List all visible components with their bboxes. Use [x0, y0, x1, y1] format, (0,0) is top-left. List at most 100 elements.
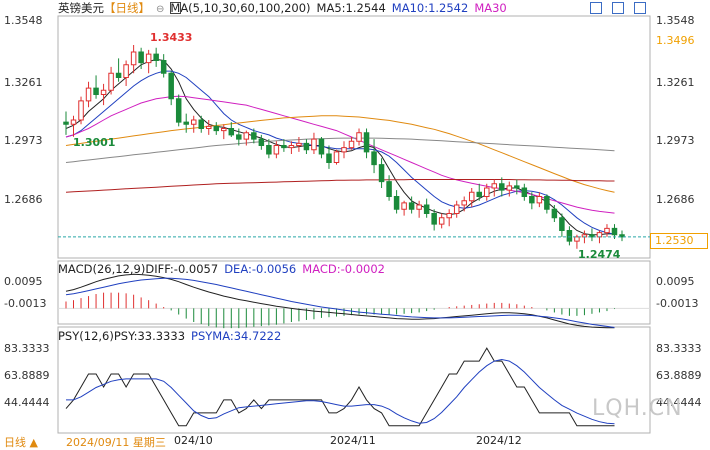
macd-tick-right: -0.0013 — [656, 297, 698, 310]
candle-body — [130, 51, 137, 66]
macd-tick-right: 0.0095 — [656, 275, 695, 288]
psy-title[interactable]: PSY(12,6) — [58, 329, 114, 343]
low-annotation-right: 1.2474 — [578, 248, 621, 261]
indicator-toggle-icon[interactable] — [170, 2, 181, 14]
candle-body — [559, 217, 565, 231]
candle-body — [266, 145, 272, 155]
candle-body — [416, 204, 422, 210]
candlestick-series — [63, 44, 625, 249]
candle-body — [63, 121, 69, 125]
candle-body — [108, 72, 114, 91]
candle-body — [303, 142, 310, 151]
candle-body — [393, 196, 400, 210]
dea-line — [65, 277, 615, 328]
price-tick-right: 1.3548 — [656, 14, 695, 27]
candle-body — [484, 187, 490, 197]
circle-icon[interactable]: ⊖ — [156, 4, 165, 15]
candle-body — [318, 138, 325, 155]
price-tick-right: 1.2686 — [656, 193, 695, 206]
candle-body — [243, 132, 250, 140]
psy-tick-right: 63.8889 — [656, 369, 702, 382]
candle-body — [160, 60, 167, 74]
psy-tick-right: 83.3333 — [656, 342, 702, 355]
period-switch[interactable]: 日线 ▲ — [4, 434, 38, 450]
candle-body — [175, 98, 182, 123]
candle-body — [228, 128, 235, 136]
price-tick-left: 1.3548 — [4, 14, 43, 27]
psy-tick-left: 44.4444 — [4, 396, 50, 409]
ma100-line — [65, 137, 615, 163]
candle-body — [123, 64, 129, 78]
macd-tick-left: -0.0013 — [4, 297, 46, 310]
add-panel-icon[interactable] — [612, 2, 624, 14]
psy-tick-right: 44.4444 — [656, 396, 702, 409]
macd-tick-left: 0.0095 — [4, 275, 43, 288]
candle-body — [423, 204, 430, 214]
candle-body — [70, 119, 77, 125]
settings-grid-icon[interactable] — [590, 2, 602, 14]
candle-body — [190, 119, 197, 125]
price-tick-ma60: 1.3496 — [656, 34, 695, 47]
ma-params[interactable]: MA(5,10,30,60,100,200) — [170, 1, 311, 15]
triangle-up-icon[interactable]: ▲ — [29, 436, 38, 449]
candle-body — [281, 145, 287, 149]
ma10-line — [65, 70, 615, 235]
psy-value: PSY:33.3333 — [113, 329, 186, 343]
candle-body — [251, 132, 257, 140]
candle-body — [596, 232, 603, 238]
candle-body — [476, 191, 482, 197]
low-annotation-left: 1.3001 — [73, 136, 115, 149]
candle-body — [93, 87, 99, 95]
candle-body — [551, 208, 558, 219]
price-tick-left: 1.2973 — [4, 134, 43, 147]
candle-body — [446, 213, 452, 219]
candle-body — [236, 134, 242, 140]
close-panel-icon[interactable] — [634, 2, 646, 14]
candle-body — [145, 53, 152, 64]
price-tick-left: 1.3261 — [4, 76, 43, 89]
macd-header: MACD(26,12,9)DIFF:-0.0057 DEA:-0.0056 MACD… — [58, 262, 391, 276]
period-label[interactable]: 日线 — [4, 436, 26, 449]
candle-body — [378, 164, 385, 183]
candle-body — [461, 200, 467, 206]
ma30-value: MA30 — [474, 1, 507, 15]
psy-line — [65, 347, 615, 427]
price-tick-left: 1.2686 — [4, 193, 43, 206]
psy-tick-left: 63.8889 — [4, 369, 50, 382]
high-annotation: 1.3433 — [150, 31, 192, 44]
macd-value: MACD:-0.0002 — [302, 262, 386, 276]
candle-body — [521, 187, 528, 197]
candle-body — [78, 100, 84, 121]
candle-body — [544, 196, 550, 210]
candle-body — [401, 202, 407, 210]
candle-body — [363, 132, 370, 153]
month-tick: 2024/11 — [330, 434, 376, 447]
candle-body — [468, 191, 475, 202]
candle-body — [529, 196, 535, 204]
candle-body — [288, 145, 295, 149]
ma5-value: MA5:1.2544 — [316, 1, 386, 15]
period-tag[interactable]: 【日线】 — [104, 1, 150, 15]
candle-body — [506, 185, 513, 191]
candle-body — [183, 121, 189, 125]
psyma-line — [66, 358, 615, 425]
candle-body — [138, 51, 144, 64]
candle-body — [408, 202, 415, 210]
candle-body — [371, 151, 377, 166]
candle-body — [386, 181, 392, 197]
price-tick-right: 1.2973 — [656, 134, 695, 147]
ma60-line — [65, 115, 615, 193]
ma10-value: MA10:1.2542 — [391, 1, 469, 15]
symbol-name: 英镑美元 — [58, 1, 104, 15]
candle-body — [85, 87, 92, 102]
candle-body — [438, 217, 445, 225]
candle-body — [566, 230, 573, 242]
ma200-line — [65, 179, 615, 193]
candle-body — [326, 153, 332, 163]
psy-panel — [65, 347, 615, 427]
candle-body — [100, 89, 107, 95]
macd-title[interactable]: MACD(26,12,9) — [58, 262, 146, 276]
macd-dea: DEA:-0.0056 — [224, 262, 297, 276]
candle-body — [333, 151, 340, 163]
